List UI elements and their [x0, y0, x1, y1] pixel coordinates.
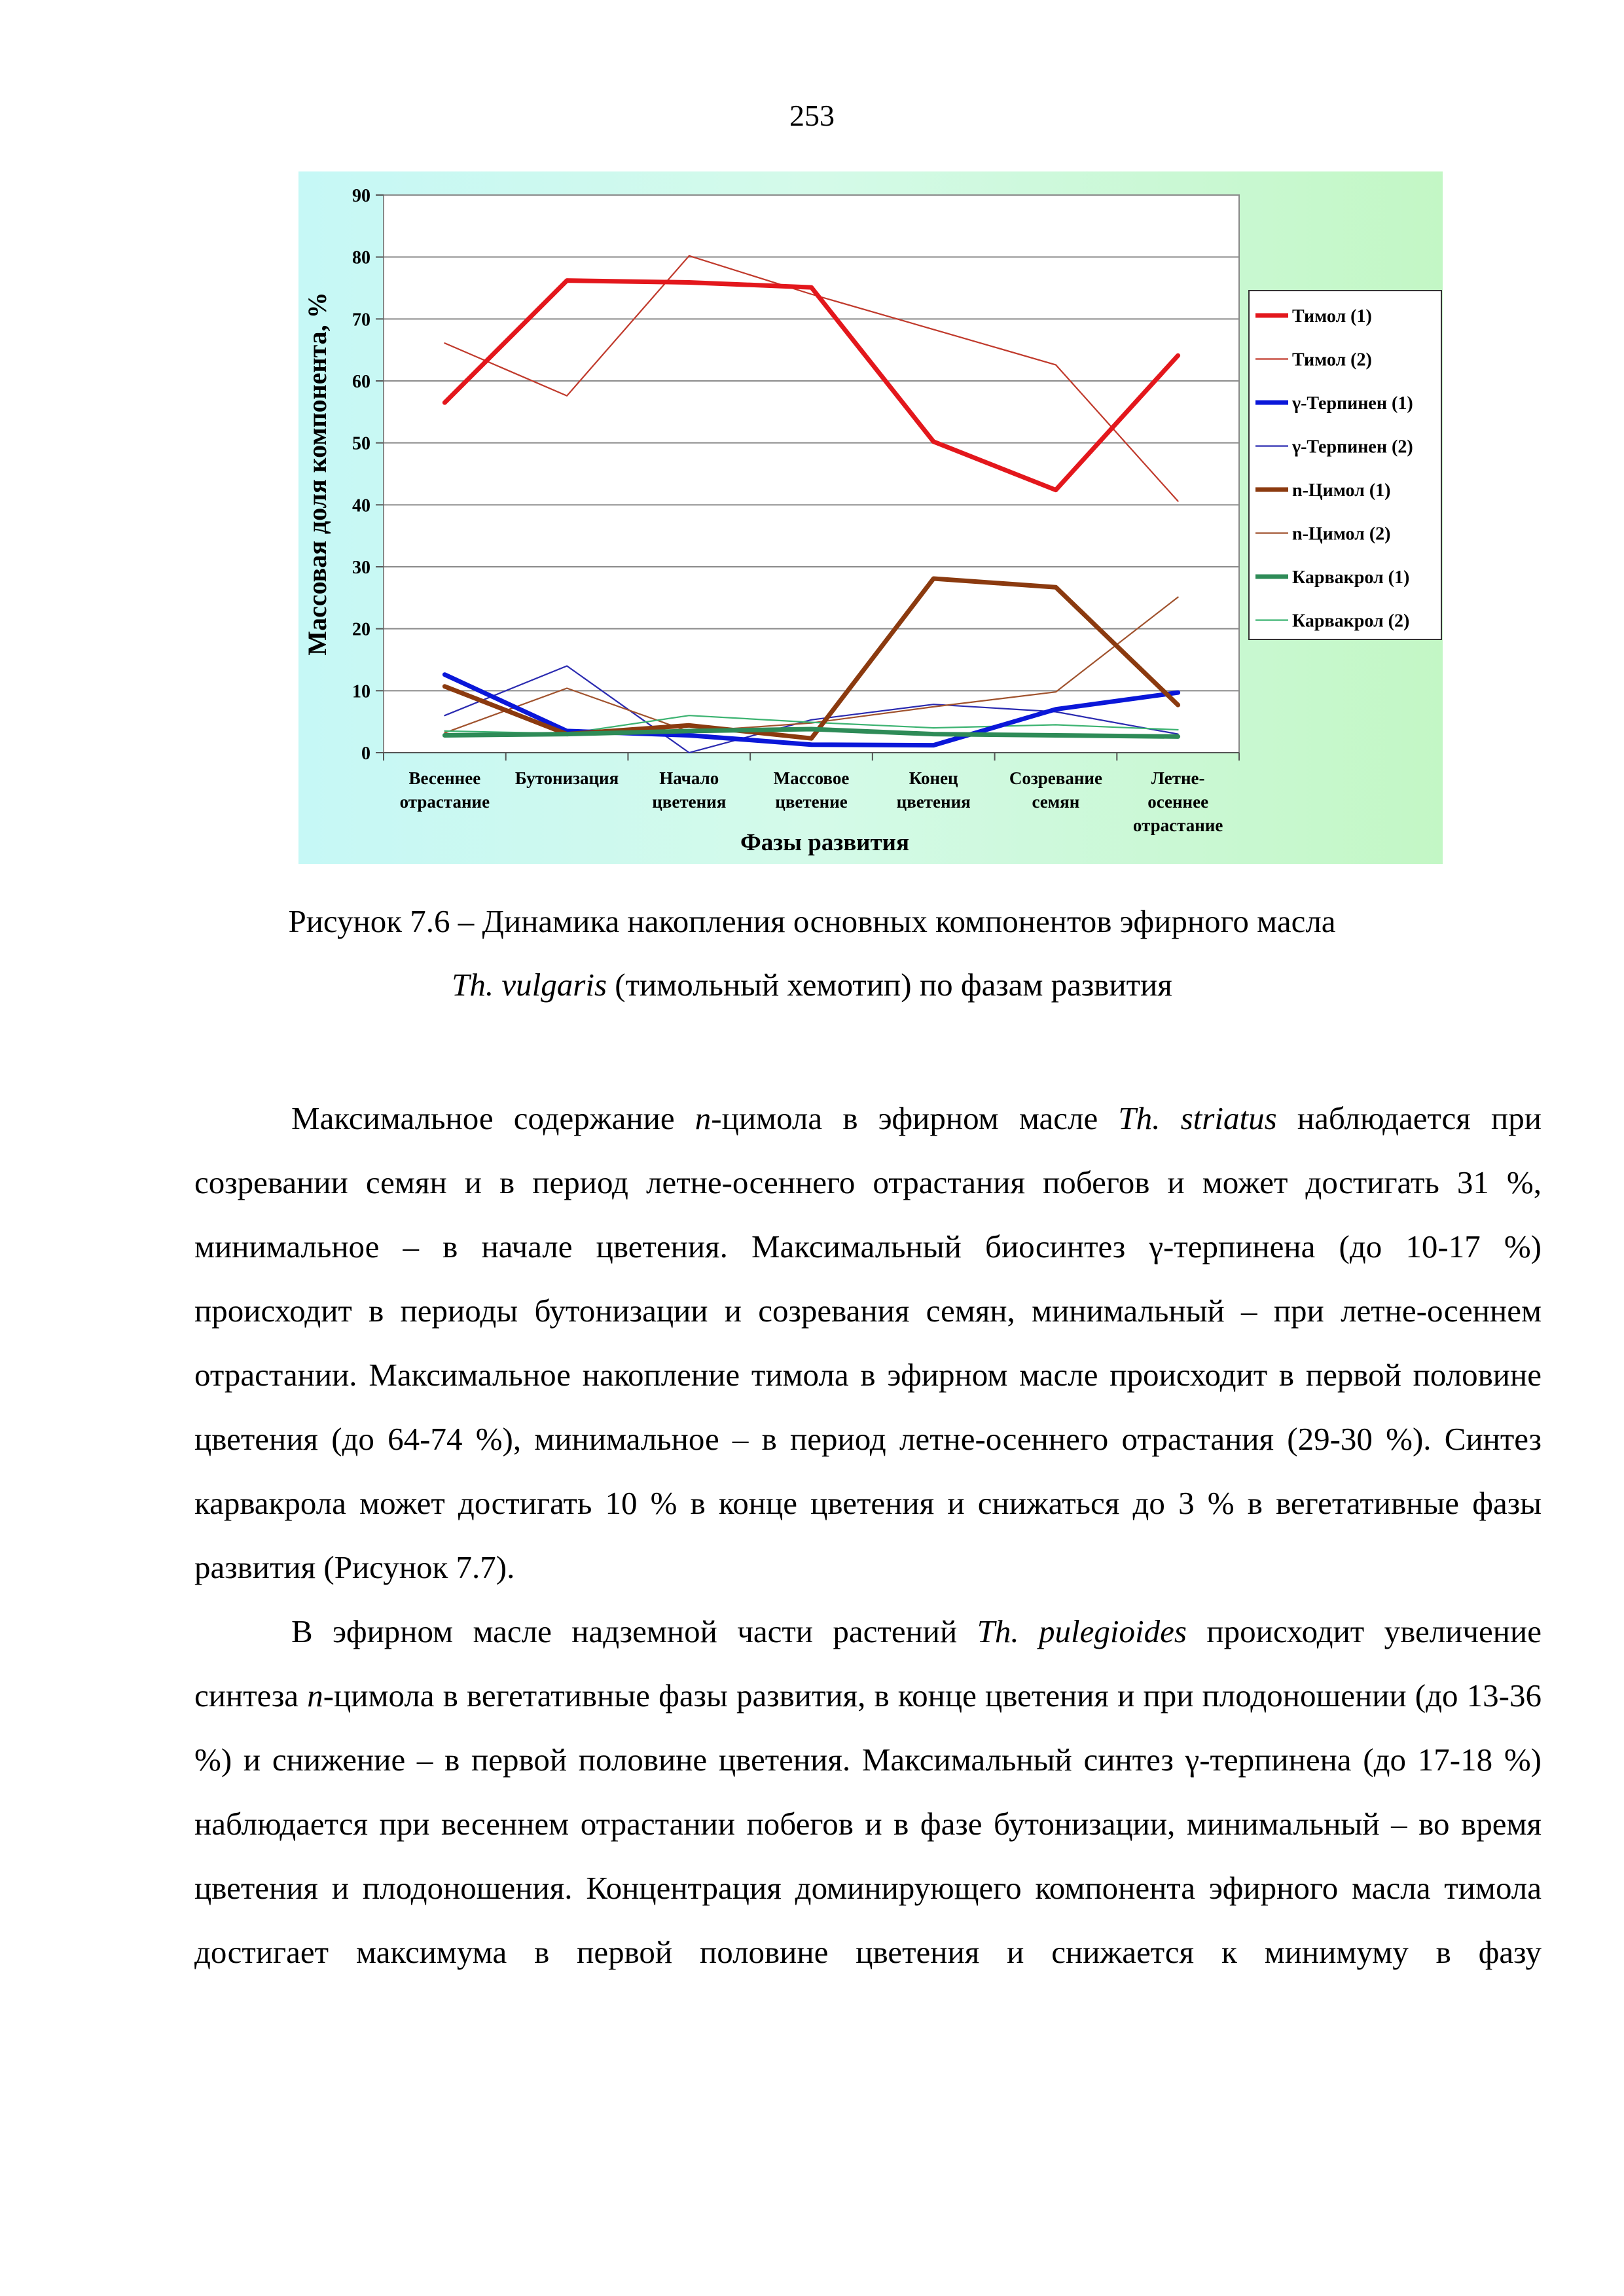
- caption-rest: (тимольный хемотип) по фазам развития: [607, 967, 1172, 1003]
- y-tick-label: 60: [352, 372, 370, 392]
- chart-figure: 0 10 20 30 40 50 60 70 80 90 Весеннее отрастание Бут…: [298, 171, 1443, 864]
- y-tick-label: 40: [352, 495, 370, 516]
- legend-label: Тимол (1): [1292, 306, 1372, 327]
- x-tick-label: цветения: [652, 792, 726, 812]
- series-line: [442, 726, 1181, 739]
- paragraph-2-text-c: -цимола в вегетативные фазы развития, в …: [194, 1677, 1542, 1970]
- y-tick-label: 10: [352, 681, 370, 702]
- x-tick-label: семян: [1032, 792, 1079, 812]
- paragraph-2-species: Th. pulegioides: [977, 1613, 1187, 1649]
- legend-label: n-Цимол (2): [1292, 524, 1391, 545]
- paragraph-1-text-b: -цимола в эфирном масле: [711, 1100, 1119, 1136]
- legend-box: [1248, 290, 1442, 640]
- legend-label: Карвакрол (2): [1292, 611, 1409, 632]
- y-tick-label: 30: [352, 558, 370, 578]
- figure-caption-line-1: Рисунок 7.6 – Динамика накопления основн…: [288, 903, 1336, 939]
- plot-area: [383, 194, 1240, 753]
- legend-label: Тимол (2): [1292, 350, 1372, 370]
- paragraph-2: В эфирном масле надземной части растений…: [194, 1600, 1542, 1984]
- y-axis-title: Массовая доля компонента, %: [302, 292, 332, 655]
- x-tick-label: Конец: [909, 768, 958, 788]
- series-line: [444, 665, 1179, 754]
- y-tick-label: 0: [361, 744, 370, 764]
- paragraph-2-italic-n: n: [307, 1677, 323, 1713]
- x-axis-title: Фазы развития: [740, 829, 909, 856]
- paragraph-2-text-a: В эфирном масле надземной части растений: [291, 1613, 977, 1649]
- legend-label: Карвакрол (1): [1292, 567, 1409, 588]
- body-text: Максимальное содержание n-цимола в эфирн…: [194, 1086, 1542, 1984]
- x-tick-label: Массовое: [774, 768, 850, 788]
- series-line: [442, 278, 1181, 493]
- caption-species-name: Th. vulgaris: [452, 967, 607, 1003]
- line-chart: 0 10 20 30 40 50 60 70 80 90 Весеннее отрастание Бут…: [302, 186, 1442, 856]
- x-tick-label: отрастание: [400, 792, 490, 812]
- x-tick-label: Созревание: [1009, 768, 1102, 788]
- paragraph-1-text-a: Максимальное содержание: [291, 1100, 695, 1136]
- x-tick-label: отрастание: [1133, 816, 1223, 835]
- x-tick-label: цветения: [897, 792, 971, 812]
- page-number: 253: [789, 99, 835, 132]
- x-tick-label: Летне-: [1151, 768, 1205, 788]
- figure-caption-line-2: Th. vulgaris (тимольный хемотип) по фаза…: [0, 965, 1624, 1005]
- legend-label: γ-Терпинен (1): [1291, 393, 1413, 414]
- series-line: [444, 255, 1179, 502]
- x-tick-label: цветение: [775, 792, 847, 812]
- y-tick-label: 20: [352, 620, 370, 640]
- paragraph-2-text-b: происходит увеличение синтеза: [194, 1613, 1542, 1713]
- y-tick-label: 70: [352, 310, 370, 330]
- series-line: [442, 672, 1181, 748]
- legend-label: n-Цимол (1): [1292, 480, 1391, 501]
- x-tick-label: Бутонизация: [515, 768, 619, 788]
- legend-label: γ-Терпинен (2): [1291, 437, 1413, 457]
- y-tick-label: 90: [352, 186, 370, 206]
- x-tick-label: Начало: [659, 768, 719, 788]
- y-tick-label: 50: [352, 434, 370, 454]
- x-tick-label: осеннее: [1147, 792, 1208, 812]
- paragraph-1: Максимальное содержание n-цимола в эфирн…: [194, 1086, 1542, 1600]
- paragraph-1-italic-n: n: [695, 1100, 712, 1136]
- y-tick-label: 80: [352, 248, 370, 268]
- paragraph-1-species: Th. striatus: [1118, 1100, 1277, 1136]
- paragraph-1-text-c: наблюдается при созревании семян и в пер…: [194, 1100, 1542, 1585]
- x-tick-label: Весеннее: [409, 768, 481, 788]
